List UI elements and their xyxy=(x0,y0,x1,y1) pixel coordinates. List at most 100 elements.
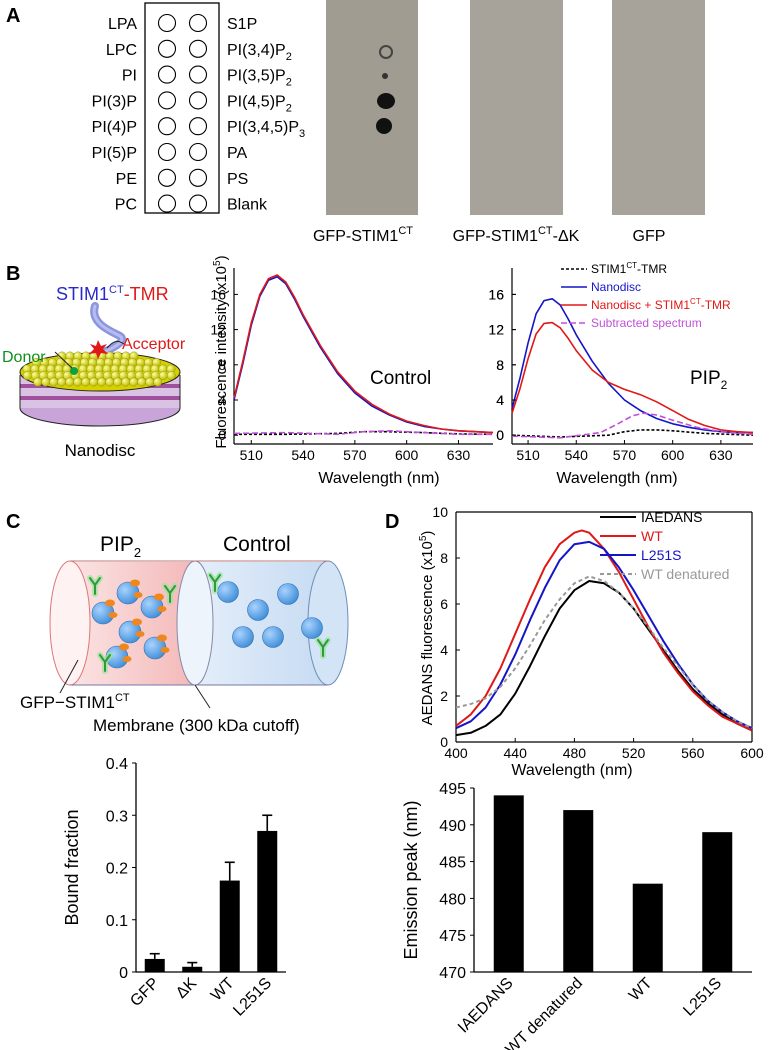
y-tick-label: 12 xyxy=(488,322,504,338)
gfp-marker xyxy=(209,574,221,592)
category-label-wt: WT xyxy=(208,975,238,1005)
x-tick-label: 570 xyxy=(343,447,367,463)
protein-free xyxy=(247,599,269,621)
lipid-label-pi-3-5-p2: PI(3,5)P2 xyxy=(227,68,292,89)
category-label-gfp: GFP xyxy=(127,975,162,1010)
gfp-marker xyxy=(89,577,101,595)
spot-pi34p2 xyxy=(379,45,393,59)
gfp-stim1-label: GFP−STIM1CT xyxy=(20,692,130,712)
lipid-dot xyxy=(188,194,208,213)
fret-chart-control: 510 540 570 600 630 0 4 8 12 16 Control xyxy=(210,268,494,463)
bar-iaedans xyxy=(493,795,524,972)
bar-k xyxy=(182,966,203,972)
gfp-marker xyxy=(99,654,111,672)
y-tick-label: 2 xyxy=(440,688,448,704)
lipid-dot xyxy=(188,168,208,187)
d-xlabel: Wavelength (nm) xyxy=(511,762,632,779)
lipid-dot xyxy=(188,117,208,136)
lipid-array: LPA LPC PI PI(3)P PI(4)P PI(5)P PE PC S1P PI(3,4… xyxy=(92,2,305,214)
y-tick-label: 10 xyxy=(432,504,448,520)
panel-label-c: C xyxy=(6,511,20,533)
c-control-label: Control xyxy=(223,533,291,556)
lipid-dot xyxy=(157,39,177,58)
strip-label-1: GFP-STIM1CT-ΔK xyxy=(453,225,580,245)
lipid-dot xyxy=(157,117,177,136)
proteins xyxy=(87,572,331,674)
membrane-strips xyxy=(326,0,705,215)
category-label-wt: WT xyxy=(626,975,656,1005)
legend-label-3: Subtracted spectrum xyxy=(591,316,702,330)
y-tick-label: 8 xyxy=(440,550,448,566)
lipid-spots xyxy=(157,13,208,213)
control-label: Control xyxy=(370,368,431,389)
lipid-label-pe: PE xyxy=(116,171,137,188)
lipid-dot xyxy=(188,142,208,162)
fret-legend: STIM1CT-TMR Nanodisc Nanodisc + STIM1CT-TM… xyxy=(561,261,731,330)
bar-wt xyxy=(632,883,663,972)
series-iaedans xyxy=(455,580,753,737)
pip2-headgroup xyxy=(105,599,115,607)
right-lipid-labels: S1P PI(3,4)P2 PI(3,5)P2 PI(4,5)P2 PI(3,4,5)P… xyxy=(227,16,305,214)
y-tick-label: 490 xyxy=(439,818,466,835)
category-label-l251s: L251S xyxy=(230,975,275,1020)
y-tick-label: 475 xyxy=(439,928,466,945)
y-tick-label: 16 xyxy=(210,286,226,302)
legend-label-1: Nanodisc xyxy=(591,280,641,294)
pip2-headgroup xyxy=(157,606,167,612)
y-tick-label: 0 xyxy=(440,734,448,750)
pip2-headgroup xyxy=(130,579,140,587)
b-xlabel-control: Wavelength (nm) xyxy=(318,470,439,487)
y-tick-label: 4 xyxy=(440,642,448,658)
panel-label-a: A xyxy=(6,5,20,27)
y-tick-label: 495 xyxy=(439,781,466,798)
strip-label-0: GFP-STIM1CT xyxy=(313,225,413,245)
series-nanodisc xyxy=(233,276,494,434)
bar-wt xyxy=(219,880,240,972)
b-xlabel-pip2: Wavelength (nm) xyxy=(556,470,677,487)
y-tick-label: 0 xyxy=(218,427,226,443)
protein-free xyxy=(301,617,323,639)
x-tick-label: 600 xyxy=(740,745,764,761)
series-stim1ct-tmr xyxy=(234,430,494,436)
series-wt-denatured xyxy=(455,575,753,730)
lipid-label-pi-5-p: PI(5)P xyxy=(92,145,137,162)
pip2-headgroup xyxy=(119,643,129,651)
nanodisc-label: Nanodisc xyxy=(65,441,136,460)
x-tick-label: 540 xyxy=(291,447,315,463)
bar-wt-denatured xyxy=(563,810,594,972)
spot-pi345p3 xyxy=(376,118,392,134)
lipid-dot xyxy=(188,13,208,33)
gfp-marker xyxy=(164,585,176,603)
series-nanodisc-stim1ct-tmr xyxy=(233,274,494,434)
gfp-marker xyxy=(317,639,329,657)
y-tick-label: 12 xyxy=(488,322,504,338)
nanodisc-schematic: STIM1CT-TMR Donor Acceptor Nanodisc xyxy=(2,284,186,460)
tube-left-end xyxy=(49,560,91,686)
panel-label-b: B xyxy=(6,263,20,285)
lipid-label-lpc: LPC xyxy=(106,42,137,59)
dialysis-schematic: PIP2 Control GFP−STIM1CT Membrane (300 k… xyxy=(20,533,349,735)
protein-free xyxy=(217,581,239,603)
lipid-dot xyxy=(157,13,177,33)
protein-free xyxy=(277,583,299,605)
legend-label-iaedans: IAEDANS xyxy=(641,509,702,525)
lipid-dot xyxy=(157,91,177,110)
spot-pi45p2 xyxy=(377,93,395,109)
pip2-headgroup xyxy=(135,631,145,637)
lipid-label-pi-4-p: PI(4)P xyxy=(92,119,137,136)
pip2-headgroup xyxy=(122,656,132,662)
pip2-headgroup xyxy=(157,634,167,642)
bar-y-axis-label: Emission peak (nm) xyxy=(401,800,421,959)
strip-gfp xyxy=(612,0,705,215)
strip-labels: GFP-STIM1CT GFP-STIM1CT-ΔK GFP xyxy=(313,225,665,245)
lipid-dot xyxy=(188,39,208,58)
lipid-label-pi-3-4-p2: PI(3,4)P2 xyxy=(227,42,292,63)
acceptor-label: Acceptor xyxy=(122,336,186,353)
lipid-label-ps: PS xyxy=(227,171,248,188)
y-tick-label: 0.1 xyxy=(106,913,128,930)
y-tick-label: 4 xyxy=(496,392,504,408)
